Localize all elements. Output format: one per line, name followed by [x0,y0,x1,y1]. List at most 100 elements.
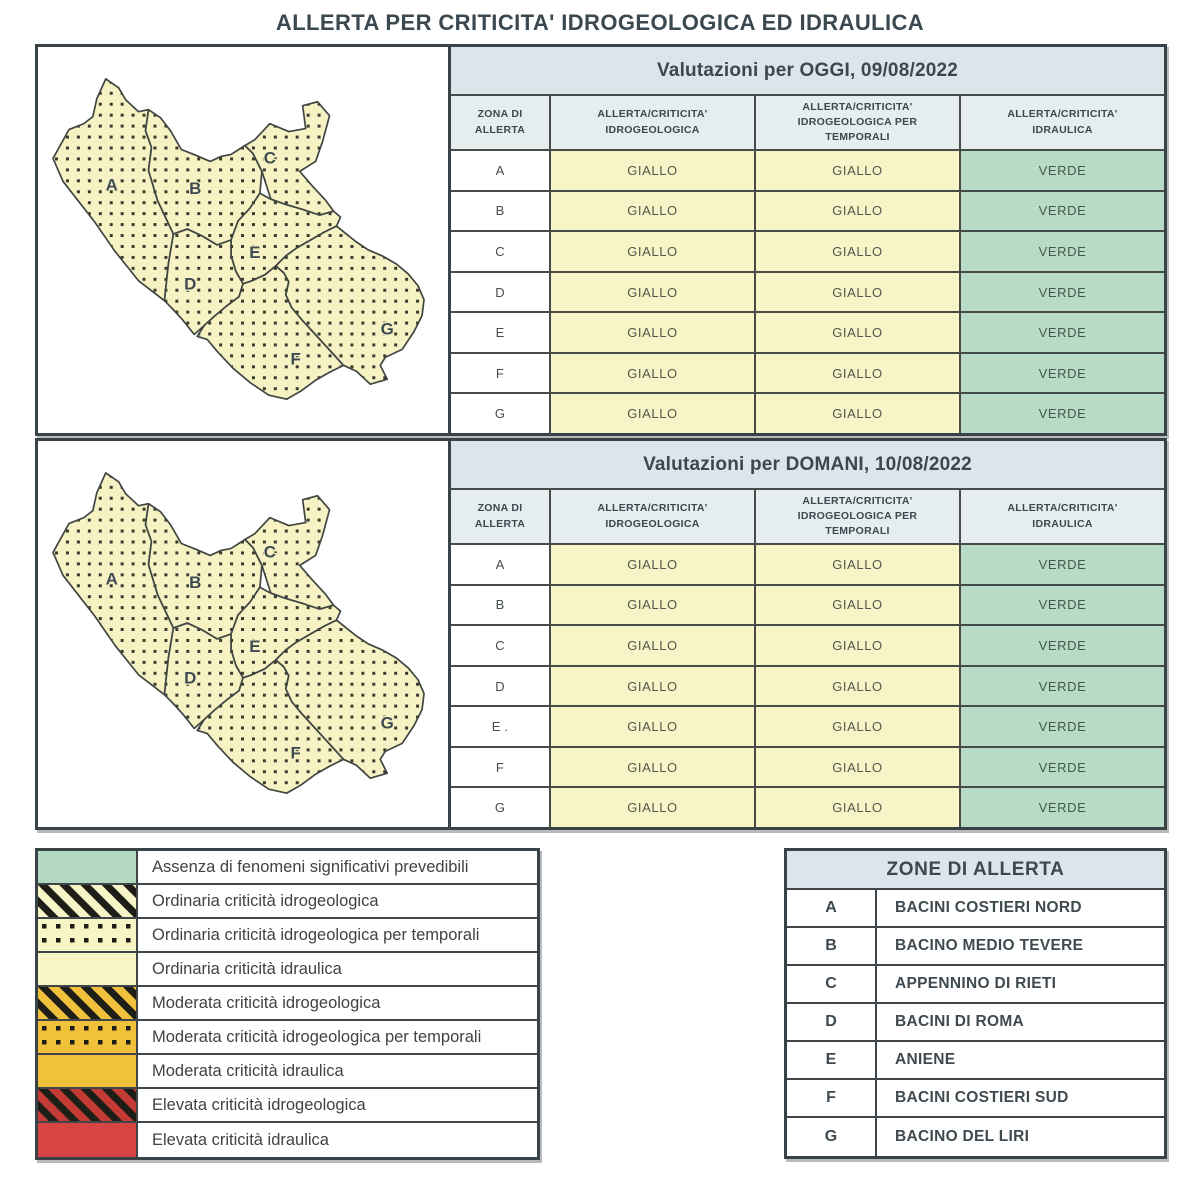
hydraulic-cell: VERDE [961,788,1164,828]
thunderstorms-cell: GIALLO [756,585,961,625]
zone-cell: G [451,788,551,828]
hydrogeological-cell: GIALLO [551,272,756,312]
hydraulic-cell: VERDE [961,232,1164,271]
zone-cell: A [451,151,551,190]
thunderstorms-cell: GIALLO [756,232,961,271]
legend-label: Assenza di fenomeni significativi preved… [152,857,469,876]
map-tomorrow: A B C D E F G [38,441,448,827]
panel-tomorrow: A B C D E F G Valutazioni per DOMANI, 10… [35,438,1167,830]
zone-cell: G [451,394,551,434]
hydrogeological-cell: GIALLO [551,191,756,231]
zone-name: BACINI COSTIERI SUD [895,1089,1069,1106]
zone-letter: G [787,1118,877,1156]
hydraulic-cell: VERDE [961,666,1164,706]
zone-letter: E [787,1042,877,1078]
hydrogeological-cell: GIALLO [551,353,756,393]
thunderstorms-cell: GIALLO [756,353,961,393]
legend-row: Assenza di fenomeni significativi preved… [38,851,537,885]
table-row: E . GIALLO GIALLO VERDE [451,707,1164,748]
legend-swatch-solid-green [38,851,138,883]
thunderstorms-cell: GIALLO [756,272,961,312]
legend-row: Ordinaria criticità idraulica [38,953,537,987]
column-header-thunderstorms: ALLERTA/CRITICITA' IDROGEOLOGICA PER TEM… [756,96,961,149]
legend-label: Moderata criticità idraulica [152,1061,344,1080]
assessment-title: Valutazioni per OGGI, 09/08/2022 [451,47,1164,96]
legend-swatch-solid-amber [38,1055,138,1087]
zone-label: B [189,179,201,198]
hydrogeological-cell: GIALLO [551,788,756,828]
thunderstorms-cell: GIALLO [756,545,961,584]
zone-name: BACINO DEL LIRI [895,1128,1030,1145]
table-row: F GIALLO GIALLO VERDE [451,747,1164,789]
zone-cell: D [451,272,551,312]
hydraulic-cell: VERDE [961,151,1164,190]
thunderstorms-cell: GIALLO [756,394,961,434]
zone-label: E [249,637,260,656]
zone-cell: F [451,353,551,393]
zone-label: A [106,175,118,194]
assessment-rows: A GIALLO GIALLO VERDE B GIALLO GIALLO VERDE C GIA… [451,151,1164,434]
lazio-alert-map: A B C D E F G [52,78,425,400]
hydrogeological-cell: GIALLO [551,545,756,584]
map-zone-g [274,619,425,780]
zone-cell: A [451,545,551,584]
zone-name: BACINO MEDIO TEVERE [895,937,1084,954]
legend-swatch-stripe-amber [38,987,138,1019]
hydraulic-cell: VERDE [961,585,1164,625]
zone-letter: C [787,966,877,1002]
table-row: D GIALLO GIALLO VERDE [451,666,1164,708]
table-row: B GIALLO GIALLO VERDE [451,585,1164,627]
zone-row: C APPENNINO DI RIETI [787,966,1164,1004]
table-row: G GIALLO GIALLO VERDE [451,788,1164,828]
hydrogeological-cell: GIALLO [551,707,756,746]
legend-label: Ordinaria criticità idrogeologica per te… [152,925,480,944]
zone-letter: F [787,1080,877,1116]
page-title: ALLERTA PER CRITICITA' IDROGEOLOGICA ED … [275,10,925,35]
hydrogeological-cell: GIALLO [551,585,756,625]
zone-label: A [106,569,118,588]
zone-row: E ANIENE [787,1042,1164,1080]
zone-label: D [184,275,196,294]
hydraulic-cell: VERDE [961,353,1164,393]
zone-cell: F [451,747,551,787]
table-row: B GIALLO GIALLO VERDE [451,191,1164,233]
assessment-title: Valutazioni per DOMANI, 10/08/2022 [451,441,1164,490]
zone-label: G [381,713,394,732]
hydrogeological-cell: GIALLO [551,394,756,434]
column-header-hydraulic: ALLERTA/CRITICITA' IDRAULICA [961,96,1164,149]
table-row: A GIALLO GIALLO VERDE [451,151,1164,192]
table-row: F GIALLO GIALLO VERDE [451,353,1164,395]
column-header-hydrogeological: ALLERTA/CRITICITA' IDROGEOLOGICA [551,96,756,149]
legend-row: Elevata criticità idraulica [38,1123,537,1157]
zone-cell: B [451,191,551,231]
hydraulic-cell: VERDE [961,626,1164,665]
zone-row: A BACINI COSTIERI NORD [787,890,1164,928]
zone-label: C [264,542,276,561]
column-header-zone: ZONA DI ALLERTA [451,490,551,543]
hydraulic-cell: VERDE [961,747,1164,787]
column-header-thunderstorms: ALLERTA/CRITICITA' IDROGEOLOGICA PER TEM… [756,490,961,543]
hydrogeological-cell: GIALLO [551,666,756,706]
zone-row: B BACINO MEDIO TEVERE [787,928,1164,966]
legend-swatch-stripe-yellow [38,885,138,917]
hydrogeological-cell: GIALLO [551,626,756,665]
table-row: A GIALLO GIALLO VERDE [451,545,1164,586]
zone-cell: E [451,313,551,352]
thunderstorms-cell: GIALLO [756,747,961,787]
legend-label: Moderata criticità idrogeologica [152,993,381,1012]
legend-label: Elevata criticità idraulica [152,1130,329,1149]
zone-label: E [249,243,260,262]
legend-label: Ordinaria criticità idraulica [152,959,342,978]
hydrogeological-cell: GIALLO [551,232,756,271]
zones-table-title: ZONE DI ALLERTA [787,851,1164,890]
assessment-table-today: Valutazioni per OGGI, 09/08/2022 ZONA DI… [448,47,1164,434]
zone-label: F [291,743,301,762]
hydraulic-cell: VERDE [961,545,1164,584]
zone-cell: D [451,666,551,706]
legend-swatch-dots-yellow [38,919,138,951]
zone-cell: C [451,232,551,271]
legend-row: Ordinaria criticità idrogeologica per te… [38,919,537,953]
legend-row: Ordinaria criticità idrogeologica [38,885,537,919]
bottom-section: Assenza di fenomeni significativi preved… [35,848,1167,1160]
hydraulic-cell: VERDE [961,707,1164,746]
